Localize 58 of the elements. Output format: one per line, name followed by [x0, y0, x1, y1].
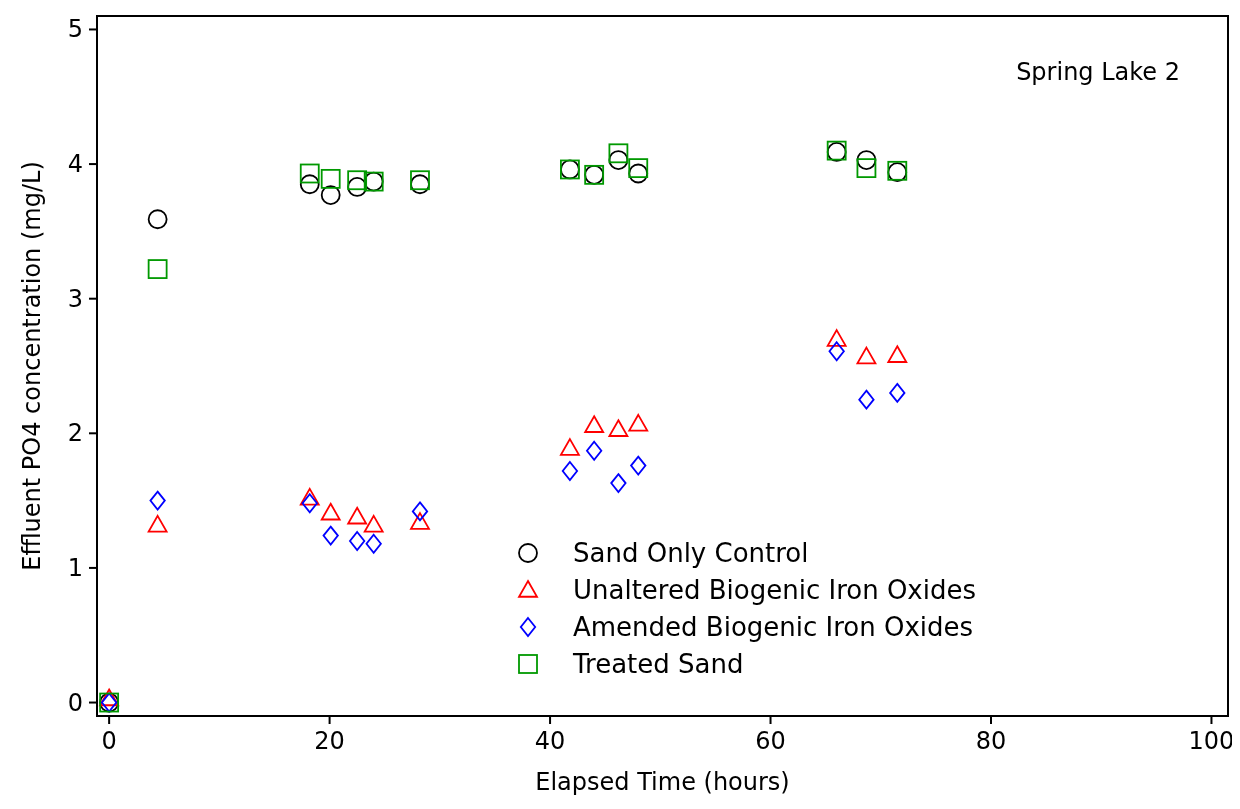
point — [299, 174, 320, 195]
point — [828, 341, 845, 362]
annotation: Spring Lake 2 — [1016, 58, 1180, 86]
y-tick-label: 2 — [67, 419, 83, 448]
point — [561, 461, 578, 481]
point — [608, 419, 629, 437]
point — [147, 209, 168, 230]
point — [147, 514, 168, 533]
point — [320, 168, 341, 189]
point — [320, 185, 341, 205]
legend-label: Amended Biogenic Iron Oxides — [573, 612, 974, 642]
point — [299, 163, 320, 184]
point — [363, 514, 384, 533]
legend-label: Unaltered Biogenic Iron Oxides — [573, 575, 977, 605]
point — [887, 345, 908, 363]
point — [347, 170, 368, 191]
point — [610, 473, 627, 494]
x-tick-label: 80 — [975, 727, 1007, 755]
point — [586, 440, 603, 461]
y-tick-label: 0 — [67, 688, 83, 717]
point — [826, 329, 847, 347]
point — [628, 413, 649, 432]
point — [320, 502, 341, 521]
point — [856, 158, 877, 179]
y-axis-title: Effluent PO4 concentration (mg/L) — [18, 161, 46, 571]
point — [365, 533, 382, 554]
point — [856, 150, 877, 170]
point — [322, 525, 339, 546]
point — [628, 158, 649, 179]
x-tick-label: 100 — [1188, 727, 1235, 755]
x-tick-label: 60 — [755, 727, 786, 755]
y-tick-label: 1 — [67, 553, 83, 582]
point — [608, 143, 629, 164]
point — [858, 389, 875, 410]
y-tick-label: 3 — [67, 284, 83, 313]
point — [349, 531, 366, 551]
y-tick-label: 5 — [67, 15, 83, 44]
point — [411, 501, 429, 522]
point — [299, 488, 320, 506]
point — [630, 455, 647, 476]
point — [608, 150, 629, 170]
point — [99, 688, 120, 707]
point — [856, 346, 877, 365]
legend-label: Treated Sand — [572, 649, 744, 679]
point — [889, 383, 906, 403]
point — [301, 493, 318, 514]
point — [584, 415, 605, 433]
point — [410, 512, 430, 530]
point — [149, 490, 166, 511]
x-axis-title: Elapsed Time (hours) — [535, 768, 790, 796]
point — [147, 259, 168, 279]
x-tick-label: 40 — [534, 727, 566, 755]
y-tick-label: 4 — [67, 150, 83, 179]
x-tick-label: 20 — [314, 727, 345, 755]
point — [347, 506, 368, 525]
point — [560, 438, 580, 456]
legend-label: Sand Only Control — [573, 538, 809, 568]
x-tick-label: 0 — [101, 727, 117, 755]
